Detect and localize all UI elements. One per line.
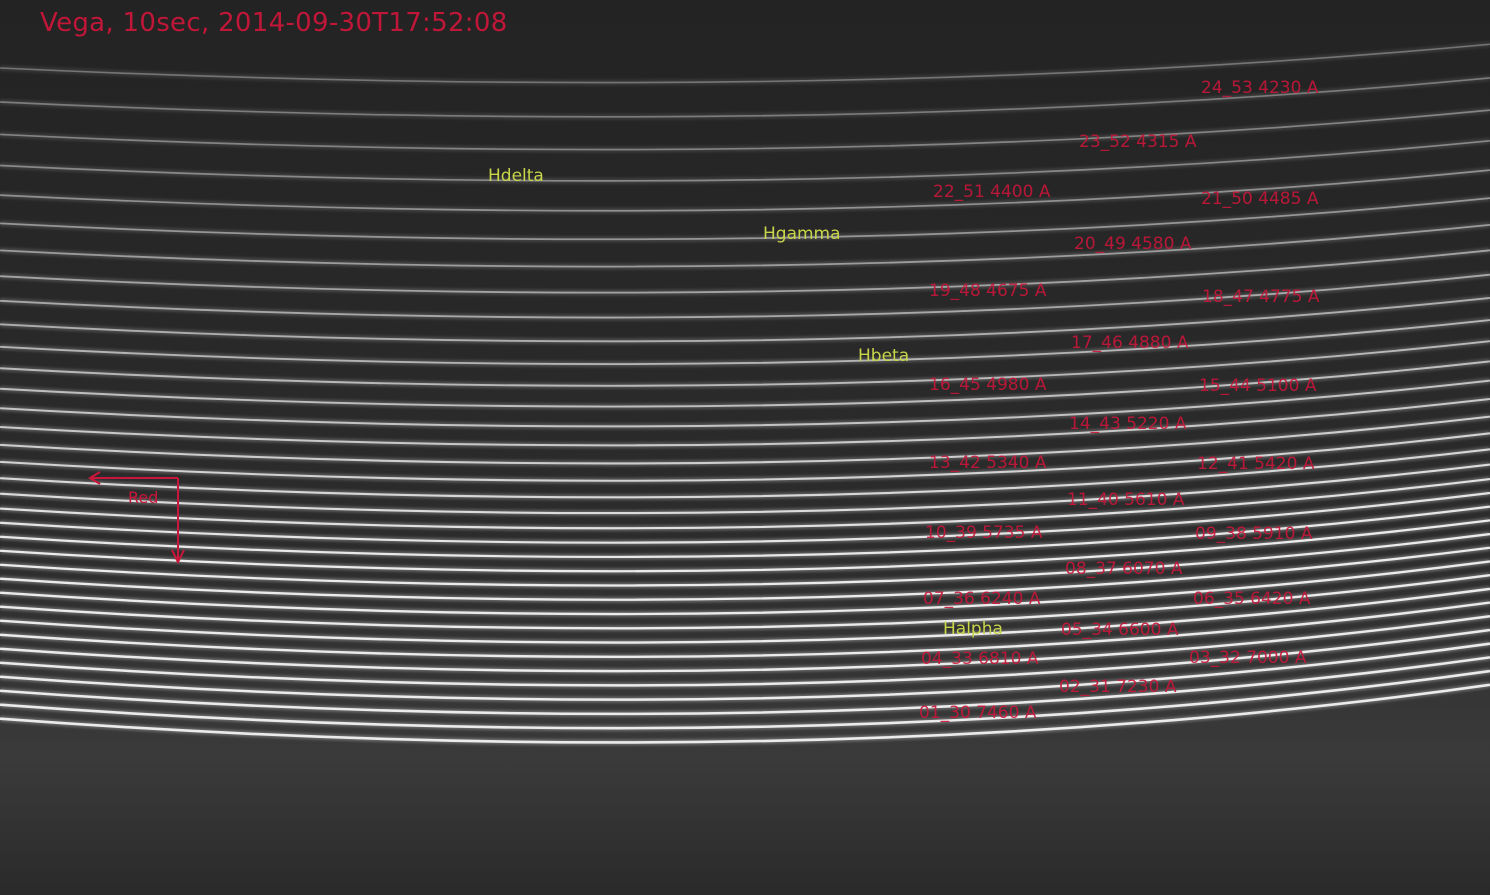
order-label: 15_44 5100 A	[1199, 376, 1316, 396]
order-label: 01_30 7460 A	[919, 703, 1036, 723]
order-label: 24_53 4230 A	[1201, 78, 1318, 98]
order-label: 07_36 6240 A	[923, 589, 1040, 609]
order-label: 13_42 5340 A	[929, 453, 1046, 473]
order-label: 22_51 4400 A	[933, 182, 1050, 202]
hbeta-label: Hbeta	[858, 346, 909, 366]
order-label: 11_40 5610 A	[1067, 490, 1184, 510]
order-label: 16_45 4980 A	[929, 375, 1046, 395]
order-label: 03_32 7000 A	[1189, 648, 1306, 668]
order-label: 10_39 5735 A	[925, 523, 1042, 543]
order-label: 19_48 4675 A	[929, 281, 1046, 301]
order-label: 12_41 5420 A	[1197, 454, 1314, 474]
order-label: 09_38 5910 A	[1195, 524, 1312, 544]
order-label: 18_47 4775 A	[1202, 287, 1319, 307]
order-label: 06_35 6420 A	[1193, 589, 1310, 609]
order-label: 02_31 7230 A	[1059, 677, 1176, 697]
order-label: 17_46 4880 A	[1071, 333, 1188, 353]
hdelta-label: Hdelta	[488, 166, 544, 186]
order-label: 08_37 6070 A	[1065, 559, 1182, 579]
hgamma-label: Hgamma	[763, 224, 841, 244]
order-label: 20_49 4580 A	[1074, 234, 1191, 254]
red-direction-label: Red	[128, 488, 158, 507]
image-title: Vega, 10sec, 2014-09-30T17:52:08	[40, 8, 508, 38]
halpha-label: Halpha	[943, 619, 1003, 639]
order-label: 14_43 5220 A	[1069, 414, 1186, 434]
order-label: 04_33 6810 A	[921, 649, 1038, 669]
order-label: 23_52 4315 A	[1079, 132, 1196, 152]
order-label: 05_34 6600 A	[1061, 620, 1178, 640]
order-label: 21_50 4485 A	[1201, 189, 1318, 209]
